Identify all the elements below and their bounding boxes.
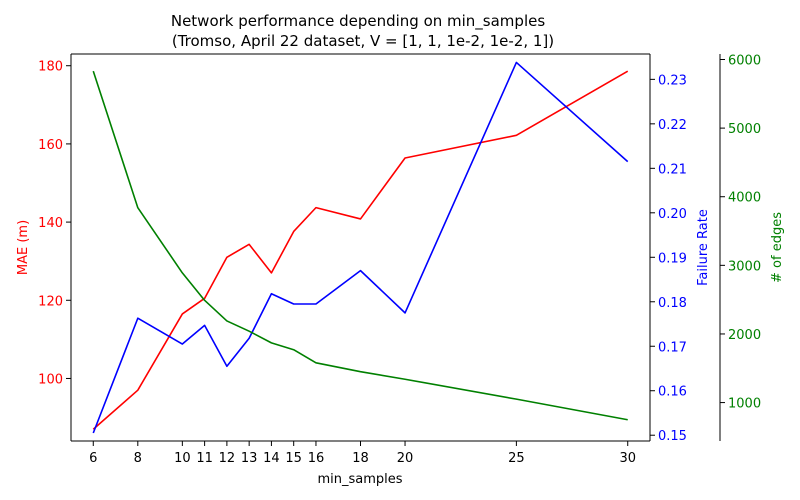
right1-y-tick-label: 0.15 [658,429,687,444]
x-tick-label: 18 [352,451,369,466]
right2-y-tick-label: 3000 [728,259,761,274]
right1-y-tick-label: 0.20 [658,207,687,222]
right1-axis-label: Failure Rate [696,209,711,286]
series-line-left [92,70,629,430]
left-y-tick-label: 160 [38,138,63,153]
x-tick-label: 16 [308,451,325,466]
x-tick-label: 14 [263,451,280,466]
left-axis-label: MAE (m) [16,220,31,275]
right1-y-tick-label: 0.19 [658,251,687,266]
right1-y-tick-label: 0.23 [658,73,687,88]
right1-y-tick-label: 0.16 [658,385,687,400]
left-y-tick-label: 140 [38,216,63,231]
x-tick-label: 8 [134,451,142,466]
x-tick-label: 13 [241,451,258,466]
left-y-tick-label: 120 [38,294,63,309]
series-line-right1 [92,61,629,434]
right1-y-tick-label: 0.17 [658,340,687,355]
right2-axis-label: # of edges [770,212,785,283]
right2-y-tick-label: 2000 [728,328,761,343]
x-tick-label: 10 [174,451,191,466]
x-tick-label: 30 [619,451,636,466]
right2-y-tick-label: 5000 [728,122,761,137]
x-tick-label: 20 [397,451,414,466]
left-y-tick-label: 100 [38,372,63,387]
x-tick-label: 11 [196,451,213,466]
series-line-right2 [92,70,628,421]
right2-y-tick-label: 1000 [728,397,761,412]
plot-area: 6 8 10 11 12 13 14 15 16 18 20 25 30 100 120 140 160 180 M… [16,53,785,466]
x-tick-label: 6 [89,451,97,466]
x-tick-label: 25 [508,451,525,466]
chart-subtitle: (Tromso, April 22 dataset, V = [1, 1, 1e… [172,32,554,50]
right1-y-tick-label: 0.22 [658,118,687,133]
x-axis-label: min_samples [317,472,402,487]
x-tick-label: 12 [219,451,236,466]
right1-y-tick-label: 0.21 [658,162,687,177]
chart-title: Network performance depending on min_sam… [171,12,545,31]
left-y-tick-label: 180 [38,60,63,75]
right2-y-tick-label: 4000 [728,191,761,206]
right1-y-tick-label: 0.18 [658,296,687,311]
right2-y-tick-label: 6000 [728,53,761,68]
x-tick-label: 15 [285,451,302,466]
